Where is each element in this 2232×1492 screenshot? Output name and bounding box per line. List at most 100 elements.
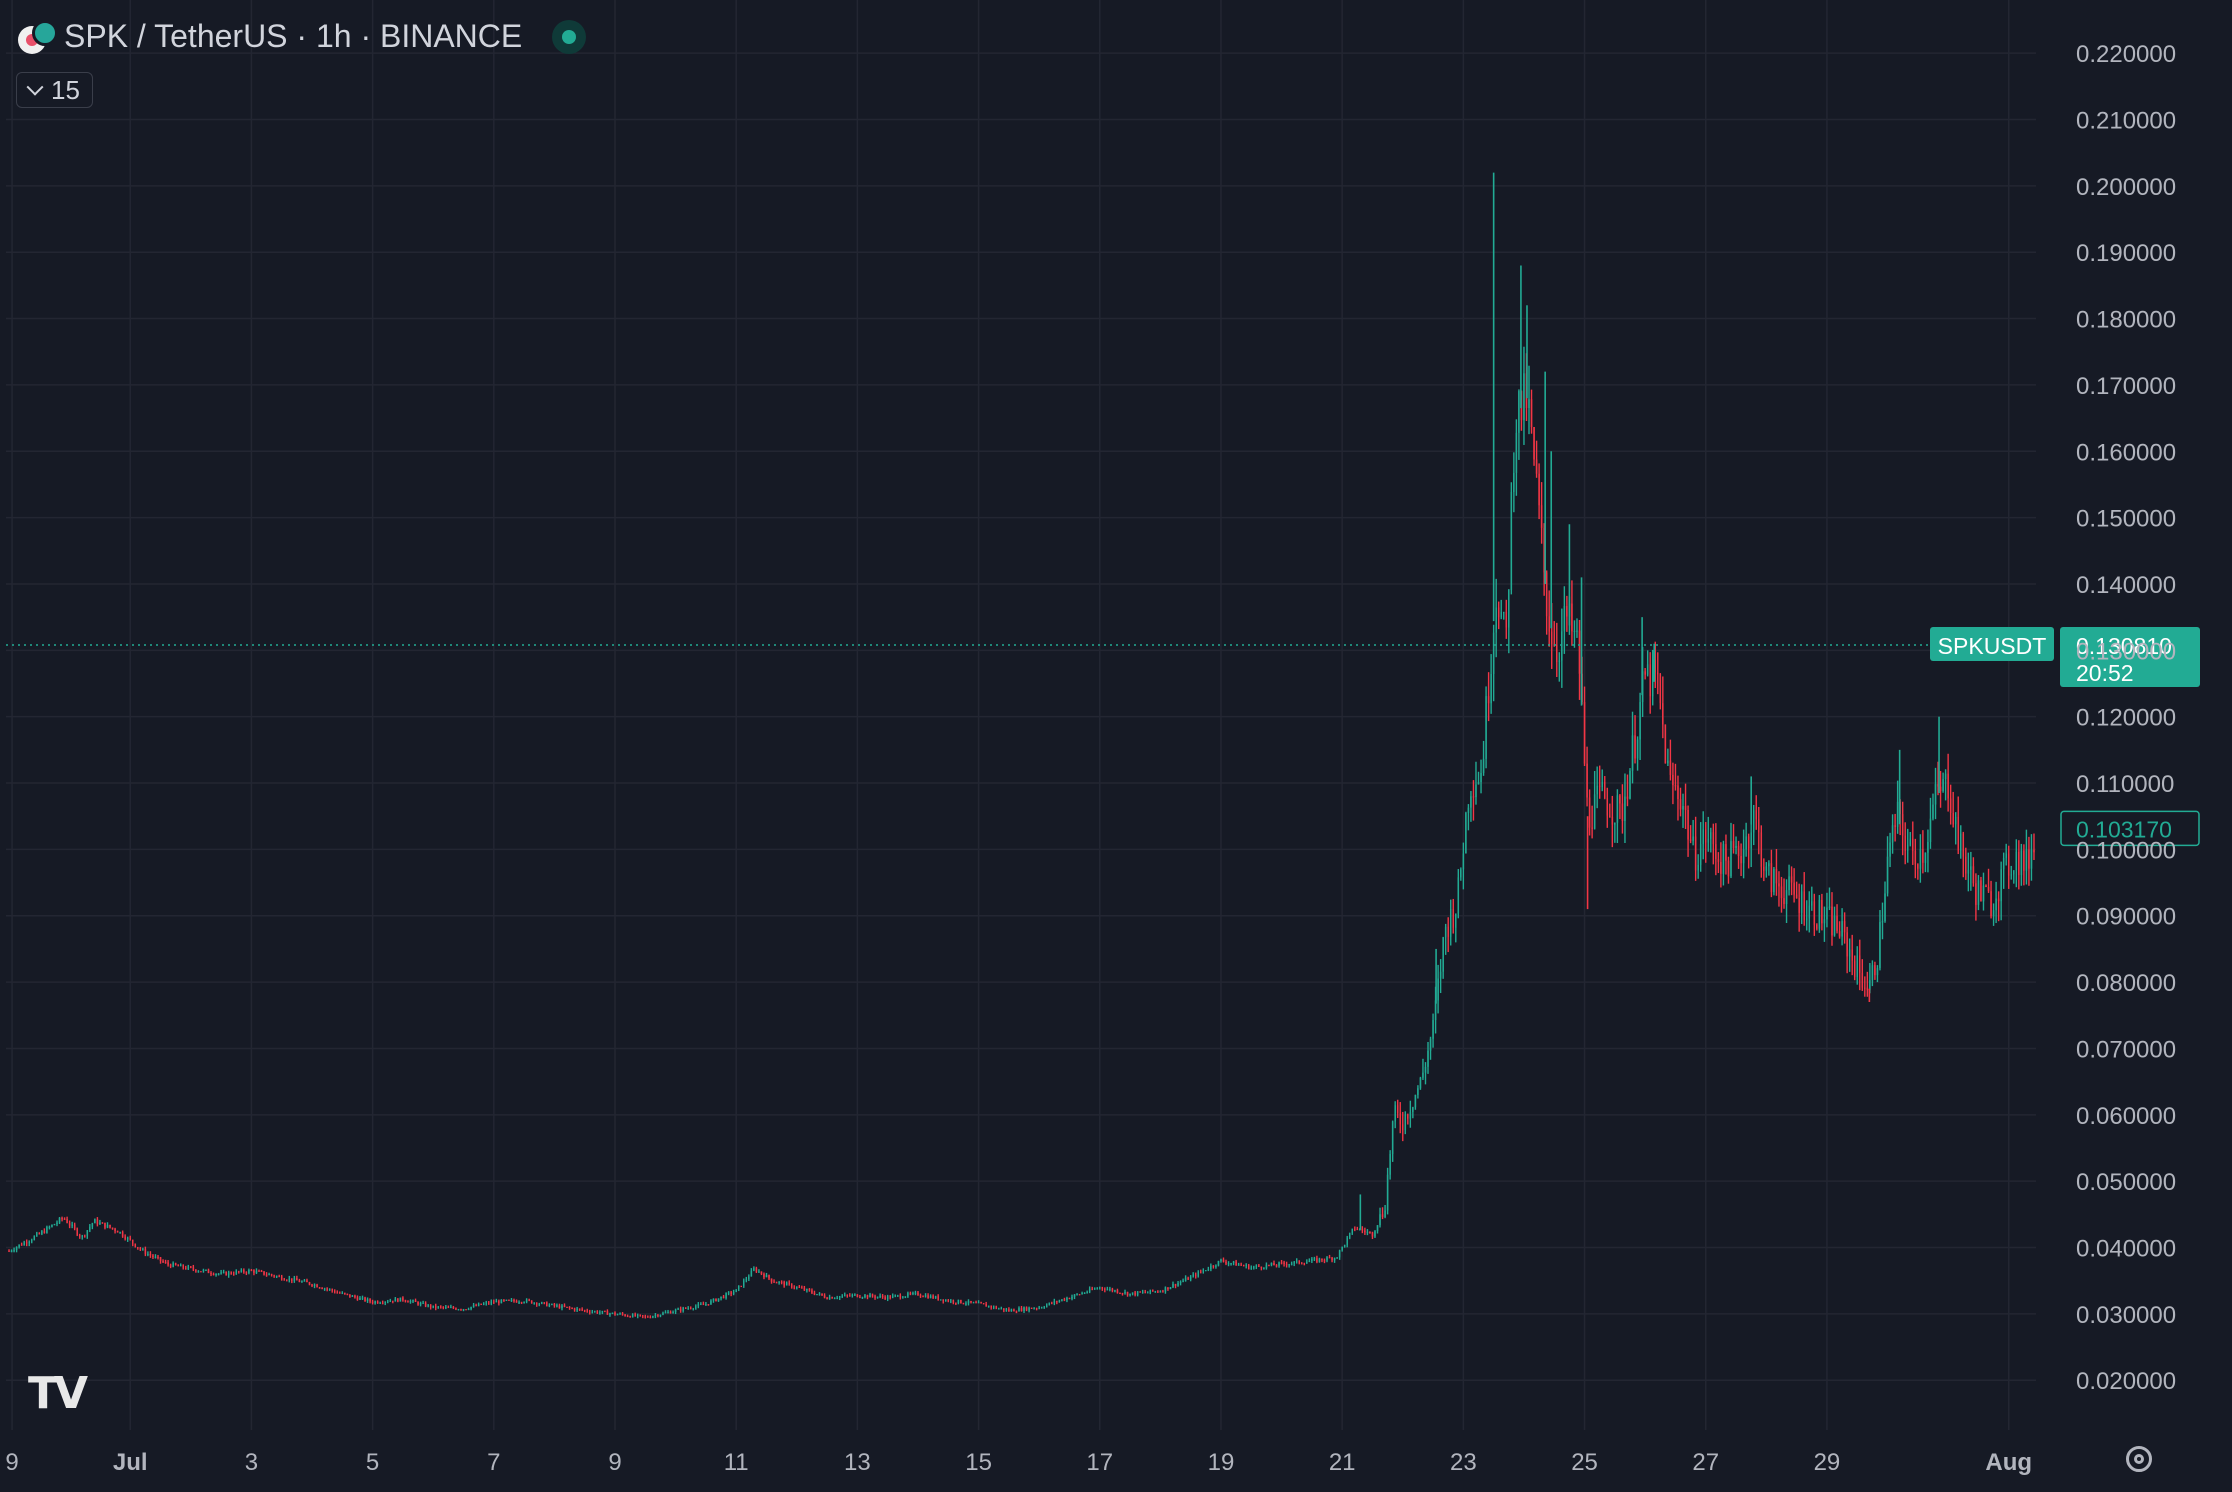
candle-up bbox=[957, 1299, 960, 1304]
candle-down bbox=[1861, 972, 1864, 988]
candle-up bbox=[1192, 1274, 1194, 1277]
candle-up bbox=[1374, 1231, 1376, 1237]
candle-up bbox=[1326, 1257, 1328, 1261]
candle-up bbox=[556, 1305, 558, 1307]
candle-up bbox=[1856, 955, 1858, 977]
candle-up bbox=[1038, 1307, 1040, 1309]
candle-down bbox=[465, 1309, 467, 1311]
candle-up bbox=[939, 1299, 942, 1301]
candle-up bbox=[1245, 1264, 1247, 1267]
candle-up bbox=[1881, 921, 1884, 923]
candle-up bbox=[36, 1233, 38, 1237]
candle-up bbox=[619, 1313, 621, 1315]
candle-up bbox=[664, 1312, 667, 1314]
candle-up bbox=[1876, 968, 1879, 976]
marker-price-label-box bbox=[2060, 626, 2200, 687]
candle-down bbox=[1588, 797, 1591, 828]
tradingview-logo[interactable]: TV bbox=[28, 1368, 88, 1419]
y-tick-label: 0.070000 bbox=[2076, 1036, 2176, 1063]
candle-down bbox=[192, 1267, 195, 1270]
indicators-toggle-button[interactable]: 15 bbox=[16, 72, 93, 108]
candle-up bbox=[94, 1219, 96, 1224]
candle-up bbox=[1502, 612, 1505, 614]
y-tick-label: 0.180000 bbox=[2076, 307, 2176, 334]
candle-up bbox=[119, 1231, 121, 1234]
candle-down bbox=[1487, 696, 1490, 704]
settings-gear-icon[interactable] bbox=[2126, 1446, 2152, 1472]
candle-up bbox=[1343, 1244, 1346, 1247]
candle-down bbox=[101, 1222, 104, 1224]
candle-down bbox=[1831, 906, 1833, 936]
x-tick-label: 11 bbox=[724, 1449, 749, 1476]
candle-down bbox=[1548, 616, 1550, 632]
candle-down bbox=[460, 1309, 462, 1311]
candle-up bbox=[1217, 1260, 1220, 1266]
candle-up bbox=[341, 1292, 344, 1295]
candle-up bbox=[1818, 899, 1821, 929]
candle-down bbox=[1407, 1114, 1409, 1119]
candle-up bbox=[1048, 1302, 1051, 1305]
candle-up bbox=[1942, 779, 1944, 792]
candle-down bbox=[402, 1297, 404, 1301]
candle-down bbox=[1997, 898, 2000, 902]
y-tick-label: 0.160000 bbox=[2076, 439, 2176, 466]
candle-up bbox=[1449, 908, 1452, 937]
candle-down bbox=[1545, 572, 1548, 617]
candle-up bbox=[1593, 794, 1596, 829]
candle-down bbox=[2028, 849, 2030, 869]
candle-down bbox=[1679, 799, 1682, 810]
candle-down bbox=[1578, 630, 1581, 674]
candle-down bbox=[331, 1289, 333, 1291]
candle-up bbox=[1250, 1267, 1253, 1269]
candle-down bbox=[649, 1317, 652, 1319]
candle-up bbox=[1954, 816, 1957, 825]
candle-up bbox=[934, 1296, 937, 1299]
candle-up bbox=[1005, 1309, 1008, 1311]
candle-up bbox=[1932, 804, 1934, 819]
candle-down bbox=[250, 1269, 253, 1272]
candle-up bbox=[841, 1295, 843, 1298]
y-tick-label: 0.040000 bbox=[2076, 1236, 2176, 1263]
candle-up bbox=[89, 1226, 91, 1231]
candle-down bbox=[66, 1219, 68, 1223]
y-tick-label: 0.170000 bbox=[2076, 373, 2176, 400]
candle-up bbox=[1528, 399, 1530, 408]
market-status-icon[interactable] bbox=[552, 19, 587, 54]
candle-up bbox=[1295, 1260, 1298, 1262]
candle-down bbox=[452, 1306, 455, 1309]
candle-up bbox=[1366, 1231, 1369, 1234]
candle-up bbox=[1308, 1260, 1311, 1263]
candle-up bbox=[1220, 1259, 1222, 1261]
candle-up bbox=[1341, 1246, 1343, 1251]
candle-up bbox=[902, 1297, 904, 1299]
candle-down bbox=[306, 1280, 308, 1283]
candle-up bbox=[2000, 869, 2002, 902]
y-tick-label: 0.050000 bbox=[2076, 1169, 2176, 1196]
candle-up bbox=[1053, 1301, 1056, 1304]
candle-up bbox=[929, 1295, 932, 1299]
candle-up bbox=[187, 1266, 190, 1269]
candle-down bbox=[990, 1305, 992, 1308]
candle-up bbox=[601, 1310, 604, 1313]
candle-down bbox=[397, 1298, 399, 1302]
symbol-title[interactable]: SPK / TetherUS · 1h · BINANCE bbox=[64, 18, 523, 54]
candle-up bbox=[1093, 1288, 1096, 1290]
candle-down bbox=[1717, 859, 1720, 862]
spk-symbol-icon[interactable] bbox=[18, 19, 58, 54]
candle-down bbox=[1035, 1308, 1038, 1310]
candle-down bbox=[230, 1272, 232, 1274]
candle-up bbox=[172, 1263, 174, 1267]
candle-up bbox=[1136, 1291, 1139, 1295]
candle-down bbox=[152, 1255, 154, 1258]
candle-up bbox=[1058, 1300, 1061, 1302]
candle-down bbox=[1101, 1287, 1104, 1289]
candle-down bbox=[952, 1300, 955, 1303]
candle-up bbox=[1841, 921, 1843, 937]
candle-up bbox=[1215, 1265, 1217, 1267]
candle-up bbox=[1480, 772, 1482, 783]
candle-up bbox=[1081, 1293, 1083, 1295]
candle-down bbox=[831, 1297, 833, 1299]
candle-up bbox=[457, 1309, 460, 1311]
